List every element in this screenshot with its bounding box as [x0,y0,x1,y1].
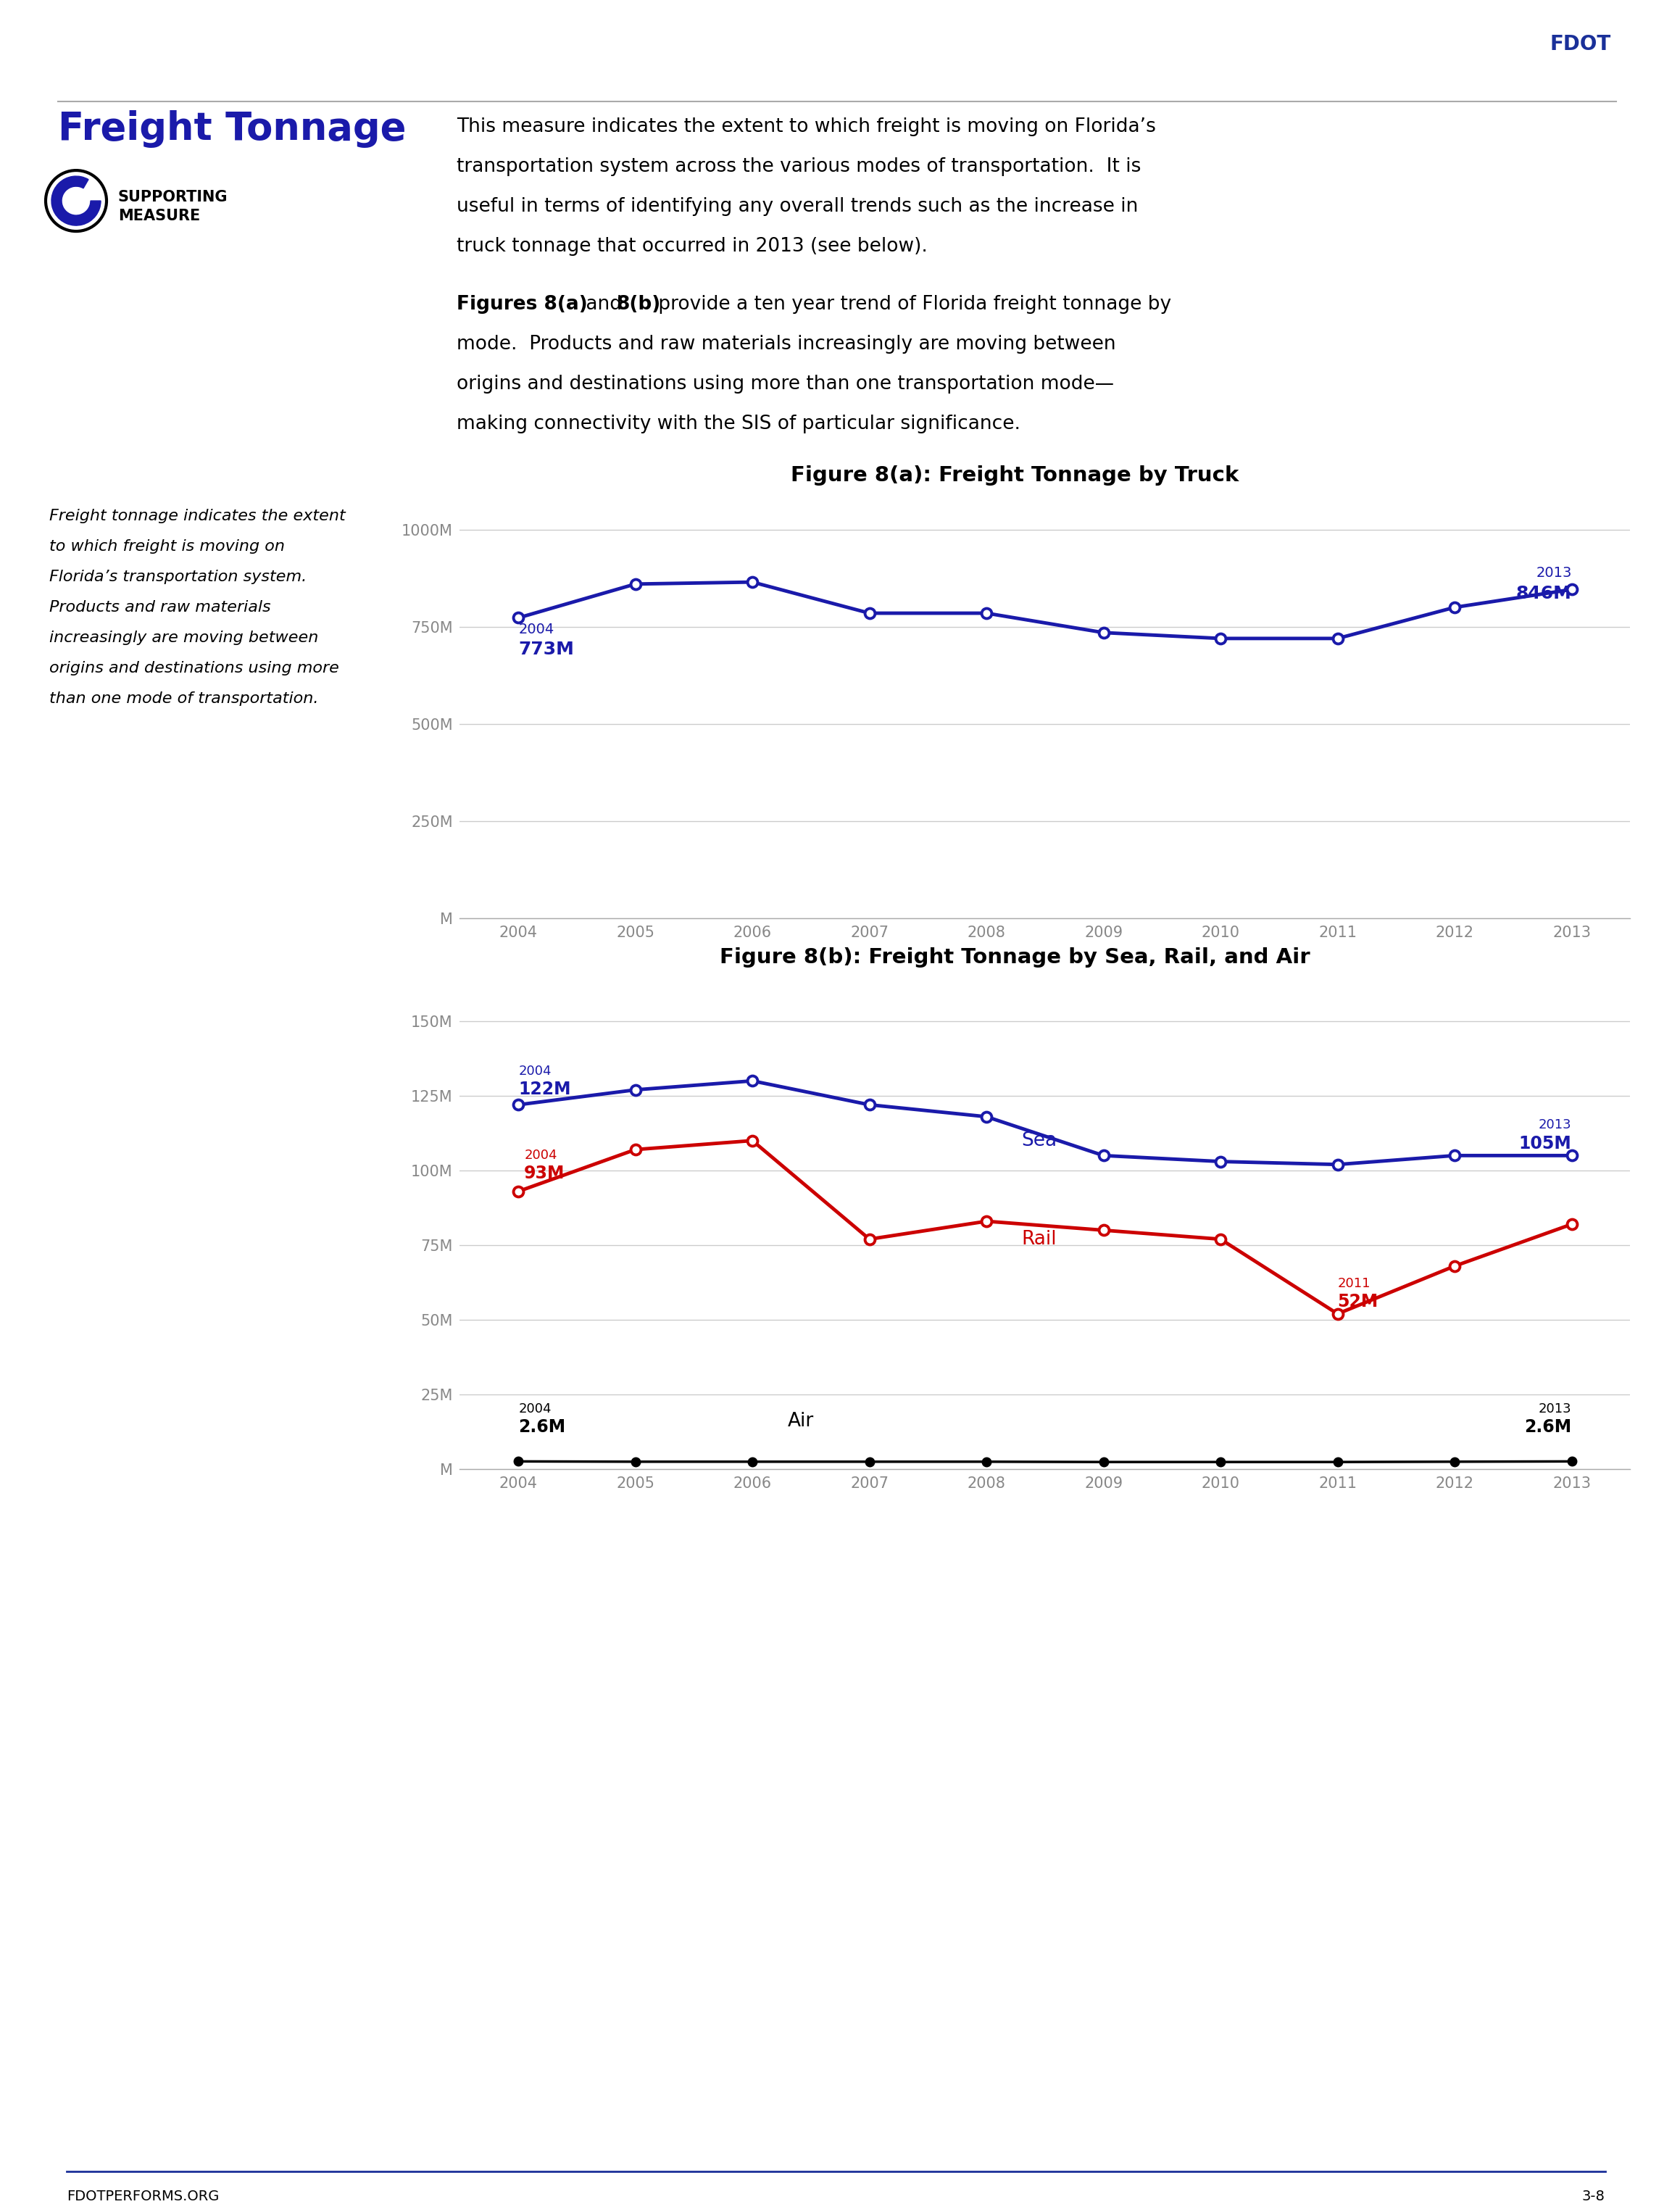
FancyBboxPatch shape [1515,7,1645,82]
Text: 2013: 2013 [1538,1402,1572,1416]
Text: making connectivity with the SIS of particular significance.: making connectivity with the SIS of part… [456,414,1020,434]
Text: 52M: 52M [1338,1294,1378,1310]
Text: provide a ten year trend of Florida freight tonnage by: provide a ten year trend of Florida frei… [652,294,1172,314]
Text: and: and [580,294,629,314]
Text: Products and raw materials: Products and raw materials [48,599,271,615]
Text: Figure 8(a): Freight Tonnage by Truck: Figure 8(a): Freight Tonnage by Truck [791,465,1239,487]
Text: origins and destinations using more than one transportation mode—: origins and destinations using more than… [456,374,1114,394]
Text: Freight Tonnage: Freight Tonnage [59,111,406,148]
Text: useful in terms of identifying any overall trends such as the increase in: useful in terms of identifying any overa… [456,197,1139,217]
Text: Mobility and Economic Competitiveness: Mobility and Economic Competitiveness [637,33,1132,55]
Text: to which freight is moving on: to which freight is moving on [48,540,284,553]
Text: Florida’s transportation system.: Florida’s transportation system. [48,571,306,584]
Text: Freight tonnage indicates the extent: Freight tonnage indicates the extent [48,509,346,524]
Text: FDOT: FDOT [1550,33,1610,55]
Text: truck tonnage that occurred in 2013 (see below).: truck tonnage that occurred in 2013 (see… [456,237,928,257]
Text: Figure 8(b): Freight Tonnage by Sea, Rail, and Air: Figure 8(b): Freight Tonnage by Sea, Rai… [719,947,1309,967]
Text: Figures 8(a): Figures 8(a) [456,294,587,314]
Text: 93M: 93M [523,1164,565,1181]
Text: 2013: 2013 [1537,566,1572,580]
Text: 105M: 105M [1518,1135,1572,1152]
Text: 2014 PERFORMANCE REPORT: 2014 PERFORMANCE REPORT [35,33,366,55]
Text: Sea: Sea [1022,1130,1057,1150]
Text: 2004: 2004 [518,1064,552,1077]
Text: than one mode of transportation.: than one mode of transportation. [48,692,319,706]
Text: Air: Air [788,1411,814,1431]
Text: 2013: 2013 [1538,1119,1572,1133]
Wedge shape [52,177,100,226]
Text: 2.6M: 2.6M [1525,1418,1572,1436]
Text: origins and destinations using more: origins and destinations using more [48,661,339,675]
Text: 846M: 846M [1517,584,1572,602]
Text: SUPPORTING
MEASURE: SUPPORTING MEASURE [119,190,227,223]
Text: 122M: 122M [518,1082,570,1099]
Text: 2004: 2004 [518,1402,552,1416]
Text: mode.  Products and raw materials increasingly are moving between: mode. Products and raw materials increas… [456,334,1115,354]
Text: 2004: 2004 [518,624,553,637]
Text: This measure indicates the extent to which freight is moving on Florida’s: This measure indicates the extent to whi… [456,117,1155,137]
Text: 2004: 2004 [523,1148,557,1161]
Text: 8(b): 8(b) [615,294,660,314]
Text: transportation system across the various modes of transportation.  It is: transportation system across the various… [456,157,1140,177]
Text: FDOTPERFORMS.ORG: FDOTPERFORMS.ORG [67,2190,219,2203]
Text: 2.6M: 2.6M [518,1418,565,1436]
Text: increasingly are moving between: increasingly are moving between [48,630,318,646]
Text: Rail: Rail [1022,1230,1057,1248]
Text: 2011: 2011 [1338,1276,1371,1290]
Text: 773M: 773M [518,641,573,657]
Text: 3-8: 3-8 [1582,2190,1605,2203]
